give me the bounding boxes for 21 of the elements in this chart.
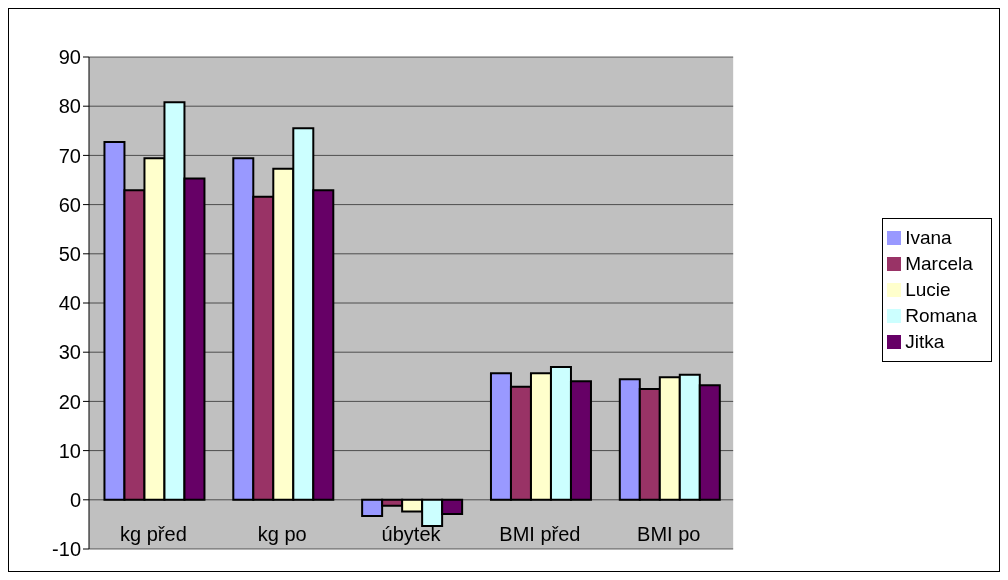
legend-label: Lucie	[905, 278, 951, 300]
x-tick-label: kg po	[257, 523, 307, 546]
x-tick-label: kg před	[120, 523, 187, 546]
y-tick-label: 80	[58, 95, 81, 118]
legend-label: Marcela	[905, 252, 973, 274]
y-tick-label: 60	[58, 193, 81, 216]
y-tick-label: -10	[52, 538, 81, 561]
y-tick-label: 0	[69, 488, 81, 511]
y-tick-label: 70	[58, 144, 81, 167]
x-tick-label: úbytek	[381, 523, 442, 546]
y-tick-label: 10	[58, 439, 81, 462]
x-tick-label: BMI před	[499, 523, 581, 546]
legend-label: Ivana	[905, 226, 952, 248]
y-tick-label: 20	[58, 390, 81, 413]
y-tick-label: 30	[58, 341, 81, 364]
y-tick-label: 90	[58, 46, 81, 69]
x-tick-label: BMI po	[637, 523, 701, 546]
legend-label: Romana	[905, 304, 977, 326]
legend-label: Jitka	[905, 330, 945, 352]
y-tick-label: 50	[58, 242, 81, 265]
y-tick-label: 40	[58, 292, 81, 315]
